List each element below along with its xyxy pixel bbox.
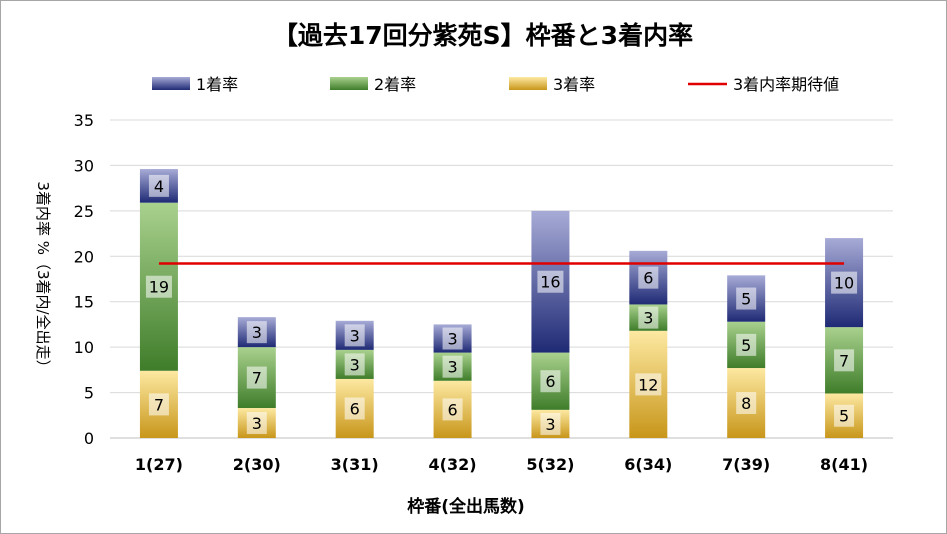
legend: 1着率 2着率 3着率 3着内率期待値 [152, 75, 839, 94]
data-label-third: 6 [447, 400, 457, 419]
bar-stack: 7 19 4 [139, 169, 178, 438]
data-label-bg [246, 412, 267, 435]
data-label-bg [246, 321, 267, 344]
legend-label-second: 2着率 [374, 75, 416, 94]
data-label-second: 3 [350, 355, 360, 374]
x-tick-label: 6(34) [624, 455, 672, 474]
data-label-bg [736, 333, 757, 356]
data-label-first: 6 [643, 269, 653, 288]
y-tick-label: 10 [74, 338, 94, 357]
data-label-bg [148, 174, 169, 197]
legend-label-expected: 3着内率期待値 [733, 75, 839, 94]
y-tick-label: 20 [74, 247, 94, 266]
data-label-second: 3 [643, 309, 653, 328]
legend-swatch-second [330, 77, 368, 90]
data-label-bg [831, 271, 858, 294]
chart-title: 【過去17回分紫苑S】枠番と3着内率 [273, 21, 693, 50]
data-label-first: 3 [350, 326, 360, 345]
x-tick-label: 1(27) [135, 455, 183, 474]
data-label-third: 3 [252, 414, 262, 433]
x-tick-label: 4(32) [429, 455, 477, 474]
legend-item-third: 3着率 [509, 75, 595, 94]
data-label-first: 10 [834, 274, 854, 293]
data-label-bg [145, 275, 172, 298]
bar-stack: 3 7 3 [237, 317, 276, 438]
data-label-bg [148, 393, 169, 416]
bar-stack: 6 3 3 [433, 324, 472, 438]
data-label-bg [246, 366, 267, 389]
data-label-third: 8 [741, 394, 751, 413]
data-label-first: 3 [447, 330, 457, 349]
data-label-first: 16 [540, 273, 560, 292]
data-label-bg [834, 404, 855, 427]
data-label-bg [736, 287, 757, 310]
bar-stack: 12 3 6 [629, 250, 668, 438]
data-label-bg [344, 324, 365, 347]
data-label-first: 3 [252, 323, 262, 342]
x-tick-label: 2(30) [233, 455, 281, 474]
y-axis-ticks: 0 5 10 15 20 25 30 35 [74, 111, 94, 448]
y-tick-label: 30 [74, 156, 94, 175]
x-axis-ticks: 1(27) 2(30) 3(31) 4(32) 5(32) 6(34) 7(39) 8(41) [135, 455, 868, 474]
legend-item-expected: 3着内率期待値 [688, 75, 839, 94]
data-label-first: 4 [154, 177, 164, 196]
data-label-bg [344, 353, 365, 376]
data-label-first: 5 [741, 290, 751, 309]
legend-label-first: 1着率 [196, 75, 238, 94]
data-label-second: 5 [741, 336, 751, 355]
x-tick-label: 8(41) [820, 455, 868, 474]
data-label-third: 12 [638, 375, 658, 394]
bars: 7 19 4 3 7 3 6 3 3 6 3 3 3 6 16 12 3 6 8 5 5 5 7 10 [139, 169, 864, 438]
data-label-bg [344, 397, 365, 420]
data-label-bg [442, 327, 463, 350]
y-axis-title: 3着内率 %（3着内/全出走） [34, 181, 52, 374]
data-label-bg [537, 270, 564, 293]
data-label-second: 19 [149, 278, 169, 297]
x-axis-title: 枠番(全出馬数) [407, 496, 525, 517]
legend-item-second: 2着率 [330, 75, 416, 94]
bar-stack: 5 7 10 [825, 238, 864, 438]
data-label-bg [635, 373, 662, 396]
x-tick-label: 7(39) [722, 455, 770, 474]
data-label-bg [736, 392, 757, 415]
legend-label-third: 3着率 [553, 75, 595, 94]
legend-swatch-first [152, 77, 190, 90]
x-tick-label: 3(31) [331, 455, 379, 474]
gridlines [110, 119, 893, 439]
legend-item-first: 1着率 [152, 75, 238, 94]
y-tick-label: 25 [74, 202, 94, 221]
y-tick-label: 5 [84, 384, 94, 403]
data-label-third: 5 [839, 407, 849, 426]
legend-swatch-third [509, 77, 547, 90]
data-label-third: 7 [154, 395, 164, 414]
data-label-bg [442, 398, 463, 421]
data-label-bg [638, 266, 659, 289]
y-tick-label: 0 [84, 429, 94, 448]
data-label-second: 3 [447, 358, 457, 377]
data-label-bg [442, 355, 463, 378]
data-label-bg [540, 370, 561, 393]
y-tick-label: 15 [74, 293, 94, 312]
data-label-second: 6 [545, 372, 555, 391]
data-label-second: 7 [252, 369, 262, 388]
data-label-second: 7 [839, 351, 849, 370]
data-label-bg [638, 306, 659, 329]
bar-stack: 6 3 3 [335, 320, 374, 438]
x-tick-label: 5(32) [526, 455, 574, 474]
data-label-third: 6 [350, 399, 360, 418]
bar-stack: 3 6 16 [531, 210, 570, 438]
data-label-bg [834, 349, 855, 372]
data-label-third: 3 [545, 415, 555, 434]
bar-stack: 8 5 5 [727, 275, 766, 438]
data-label-bg [540, 412, 561, 435]
y-tick-label: 35 [74, 111, 94, 130]
